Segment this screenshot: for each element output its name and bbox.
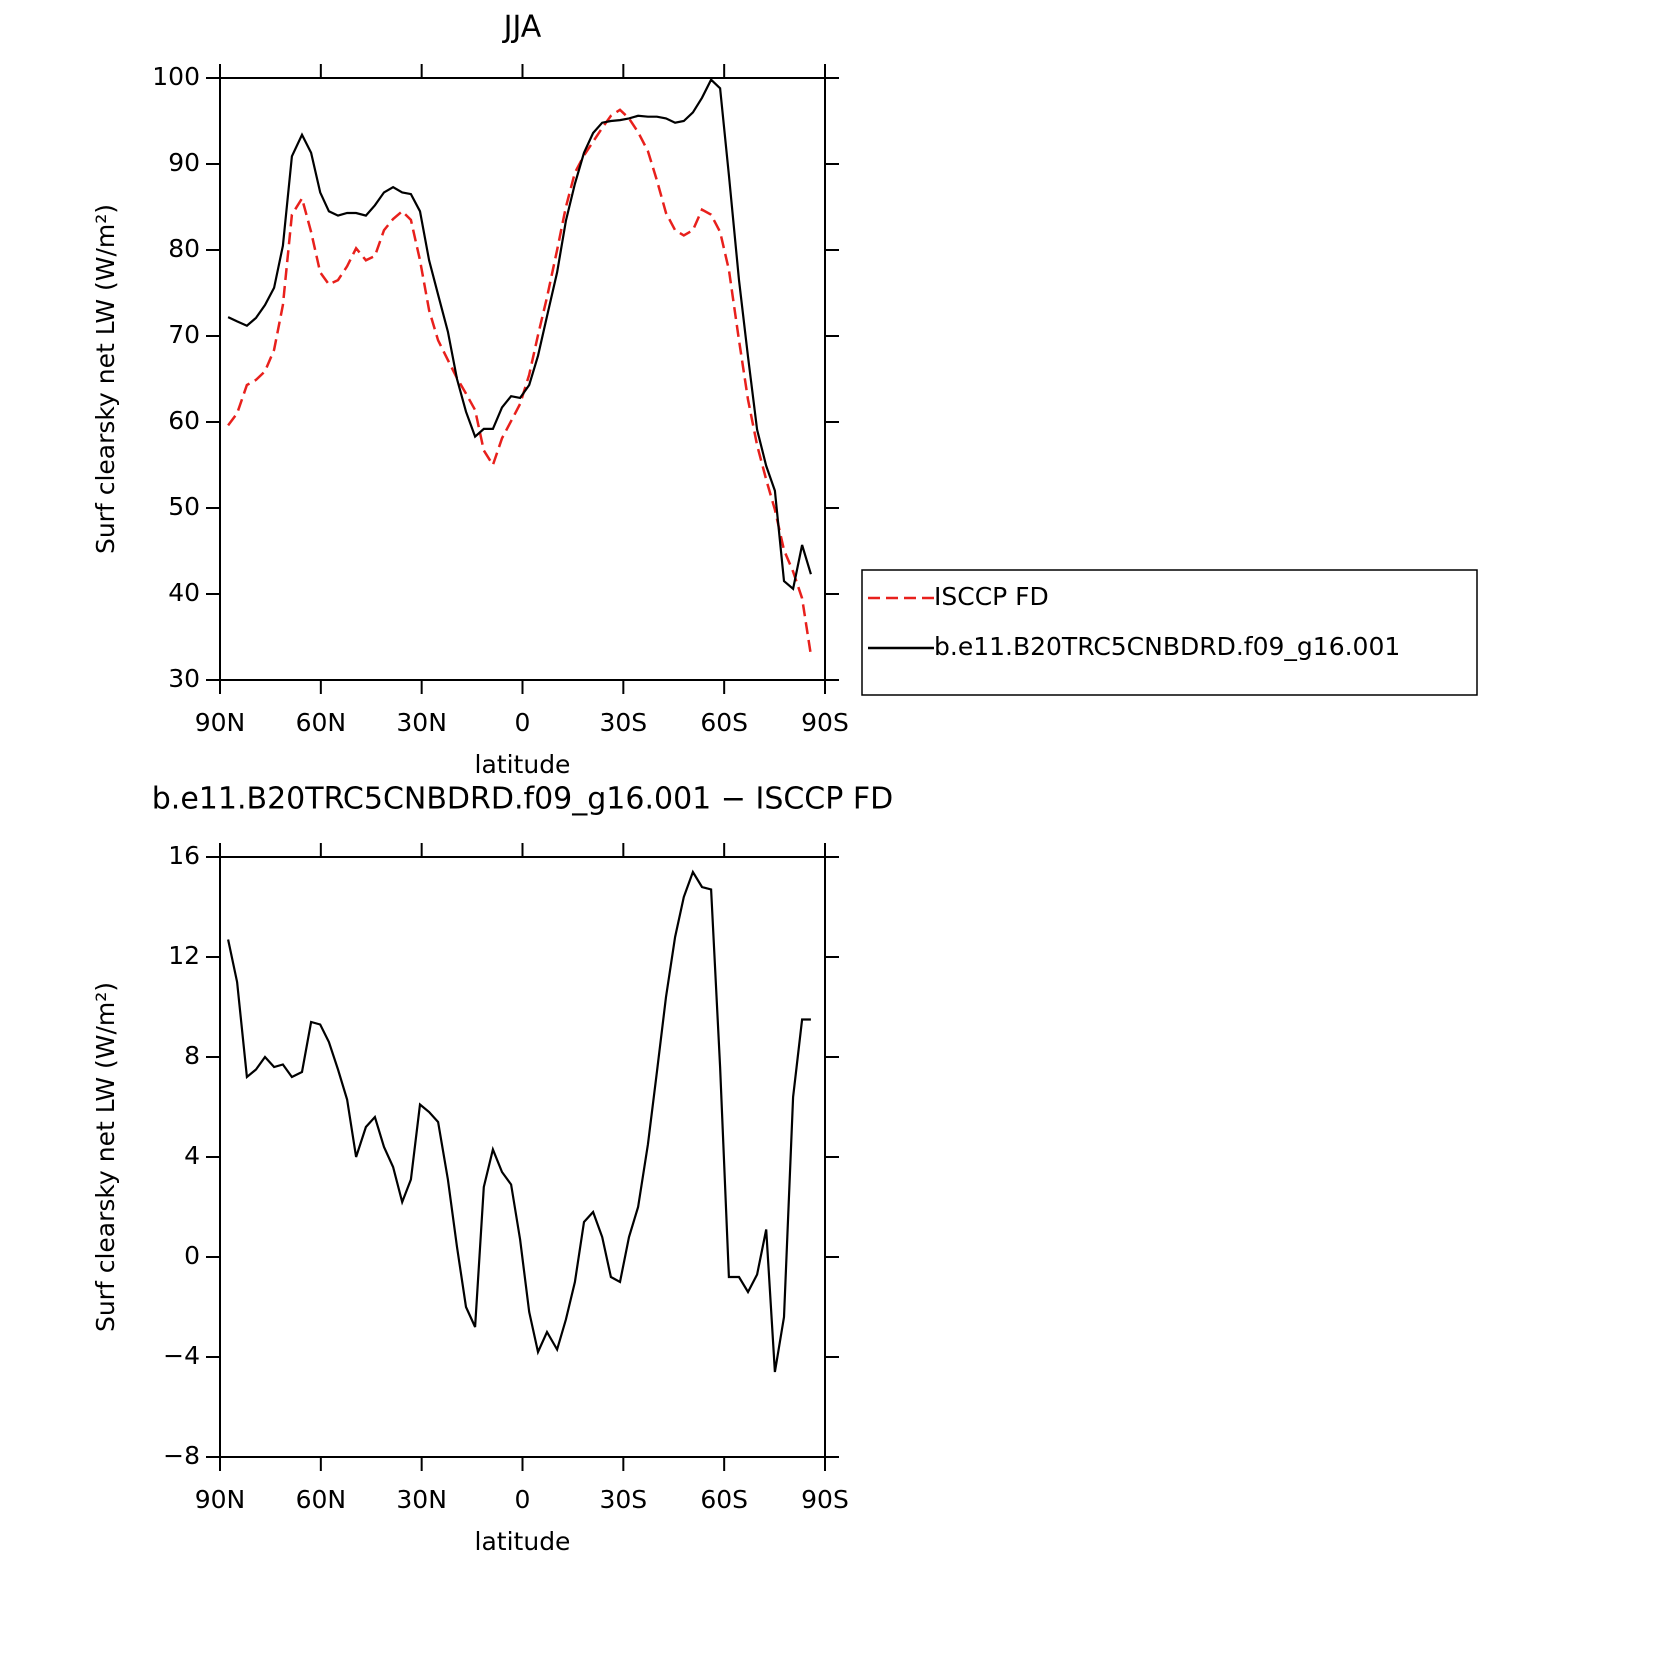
series-line [227, 869, 811, 1373]
y-tick-label: 90 [168, 148, 200, 177]
x-tick-label: 90N [195, 708, 246, 737]
x-tick-label: 60S [700, 1485, 748, 1514]
x-tick-label: 0 [515, 1485, 531, 1514]
y-tick-label: 4 [184, 1141, 200, 1170]
chart-title: JJA [502, 10, 542, 45]
x-axis-label: latitude [475, 1527, 571, 1556]
y-tick-label: 60 [168, 406, 200, 435]
y-tick-label: 12 [168, 941, 200, 970]
legend-box [861, 569, 1478, 696]
x-tick-label: 60N [296, 1485, 347, 1514]
series-line [227, 77, 812, 591]
x-tick-label: 30S [599, 1485, 647, 1514]
y-tick-label: 8 [184, 1041, 200, 1070]
x-tick-label: 30N [396, 1485, 447, 1514]
y-tick-label: 100 [152, 62, 200, 91]
y-tick-label: 30 [168, 664, 200, 693]
y-tick-label: 16 [168, 841, 200, 870]
x-tick-label: 90S [801, 708, 849, 737]
x-tick-label: 90S [801, 1485, 849, 1514]
x-tick-label: 30N [396, 708, 447, 737]
x-tick-label: 90N [195, 1485, 246, 1514]
y-axis-label: Surf clearsky net LW (W/m²) [91, 982, 120, 1332]
legend-label: b.e11.B20TRC5CNBDRD.f09_g16.001 [934, 632, 1400, 661]
y-tick-label: −8 [163, 1441, 200, 1470]
plot-frame [219, 77, 826, 681]
y-tick-label: −4 [163, 1341, 200, 1370]
x-tick-label: 30S [599, 708, 647, 737]
chart-title: b.e11.B20TRC5CNBDRD.f09_g16.001 − ISCCP … [152, 782, 894, 817]
y-tick-label: 70 [168, 320, 200, 349]
x-tick-label: 60S [700, 708, 748, 737]
y-tick-label: 50 [168, 492, 200, 521]
series-line [227, 108, 813, 656]
legend-label: ISCCP FD [934, 582, 1049, 611]
y-axis-label: Surf clearsky net LW (W/m²) [91, 204, 120, 554]
y-tick-label: 0 [184, 1241, 200, 1270]
y-tick-label: 40 [168, 578, 200, 607]
plot-frame [219, 856, 826, 1458]
x-tick-label: 0 [515, 708, 531, 737]
x-axis-label: latitude [475, 750, 571, 779]
y-tick-label: 80 [168, 234, 200, 263]
x-tick-label: 60N [296, 708, 347, 737]
